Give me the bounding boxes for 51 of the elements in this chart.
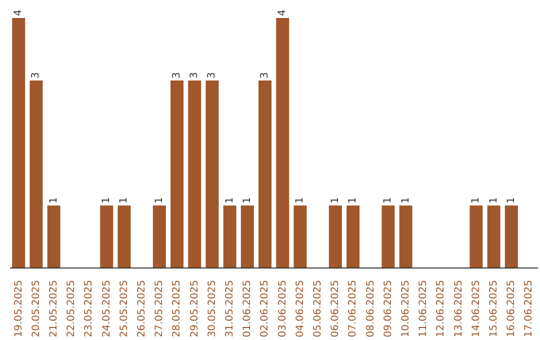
x-tick-label: 20.05.2025 [30,280,42,338]
x-tick-label: 30.05.2025 [206,280,218,338]
x-tick-label: 11.06.2025 [418,280,430,338]
data-label: 3 [260,72,271,78]
x-tick-label: 23.05.2025 [84,280,95,338]
x-tick-label: 22.05.2025 [66,280,78,338]
x-tick-label: 01.06.2025 [242,280,254,338]
data-label: 3 [30,72,42,78]
data-label: 3 [189,72,200,78]
data-label: 3 [172,72,183,78]
x-tick-label: 26.05.2025 [136,280,148,338]
x-tick-label: 09.06.2025 [382,280,394,338]
x-tick-label: 25.05.2025 [118,280,130,338]
data-label: 1 [470,197,482,204]
data-label: 1 [154,197,165,204]
x-tick-label: 19.05.2025 [13,280,24,338]
data-label: 1 [224,197,236,204]
data-label: 1 [382,197,394,204]
data-label: 4 [13,10,24,16]
x-tick-label: 31.05.2025 [224,280,236,338]
x-tick-label: 17.06.2025 [524,280,535,338]
x-tick-label: 16.06.2025 [506,280,518,338]
x-tick-label: 03.06.2025 [277,280,288,338]
x-tick-label: 15.06.2025 [488,280,500,338]
data-label: 1 [348,197,359,204]
x-tick-label: 06.06.2025 [330,280,342,338]
x-tick-label: 10.06.2025 [400,280,412,338]
x-tick-label: 21.05.2025 [48,280,60,338]
data-label: 1 [101,197,112,204]
x-tick-label: 07.06.2025 [348,280,359,338]
x-tick-label: 13.06.2025 [453,280,464,338]
data-label: 3 [206,72,218,78]
x-tick-label: 27.05.2025 [154,280,166,338]
x-tick-label: 02.06.2025 [260,280,271,338]
x-tick-label: 28.05.2025 [172,280,183,338]
data-label: 1 [488,197,500,204]
x-tick-label: 04.06.2025 [294,280,306,338]
data-label: 1 [506,197,517,204]
data-label: 1 [118,197,130,204]
x-tick-label: 14.06.2025 [470,280,482,338]
x-tick-label: 12.06.2025 [436,280,447,338]
data-label: 1 [294,197,306,204]
x-tick-label: 29.05.2025 [189,280,200,338]
data-label: 4 [277,10,288,16]
data-label: 1 [400,197,412,204]
x-tick-label: 08.06.2025 [365,280,376,338]
data-label: 1 [242,197,253,204]
data-label: 1 [48,197,60,204]
x-tick-label: 24.05.2025 [101,280,112,338]
data-label: 1 [330,197,341,204]
x-tick-label: 05.06.2025 [312,280,324,338]
